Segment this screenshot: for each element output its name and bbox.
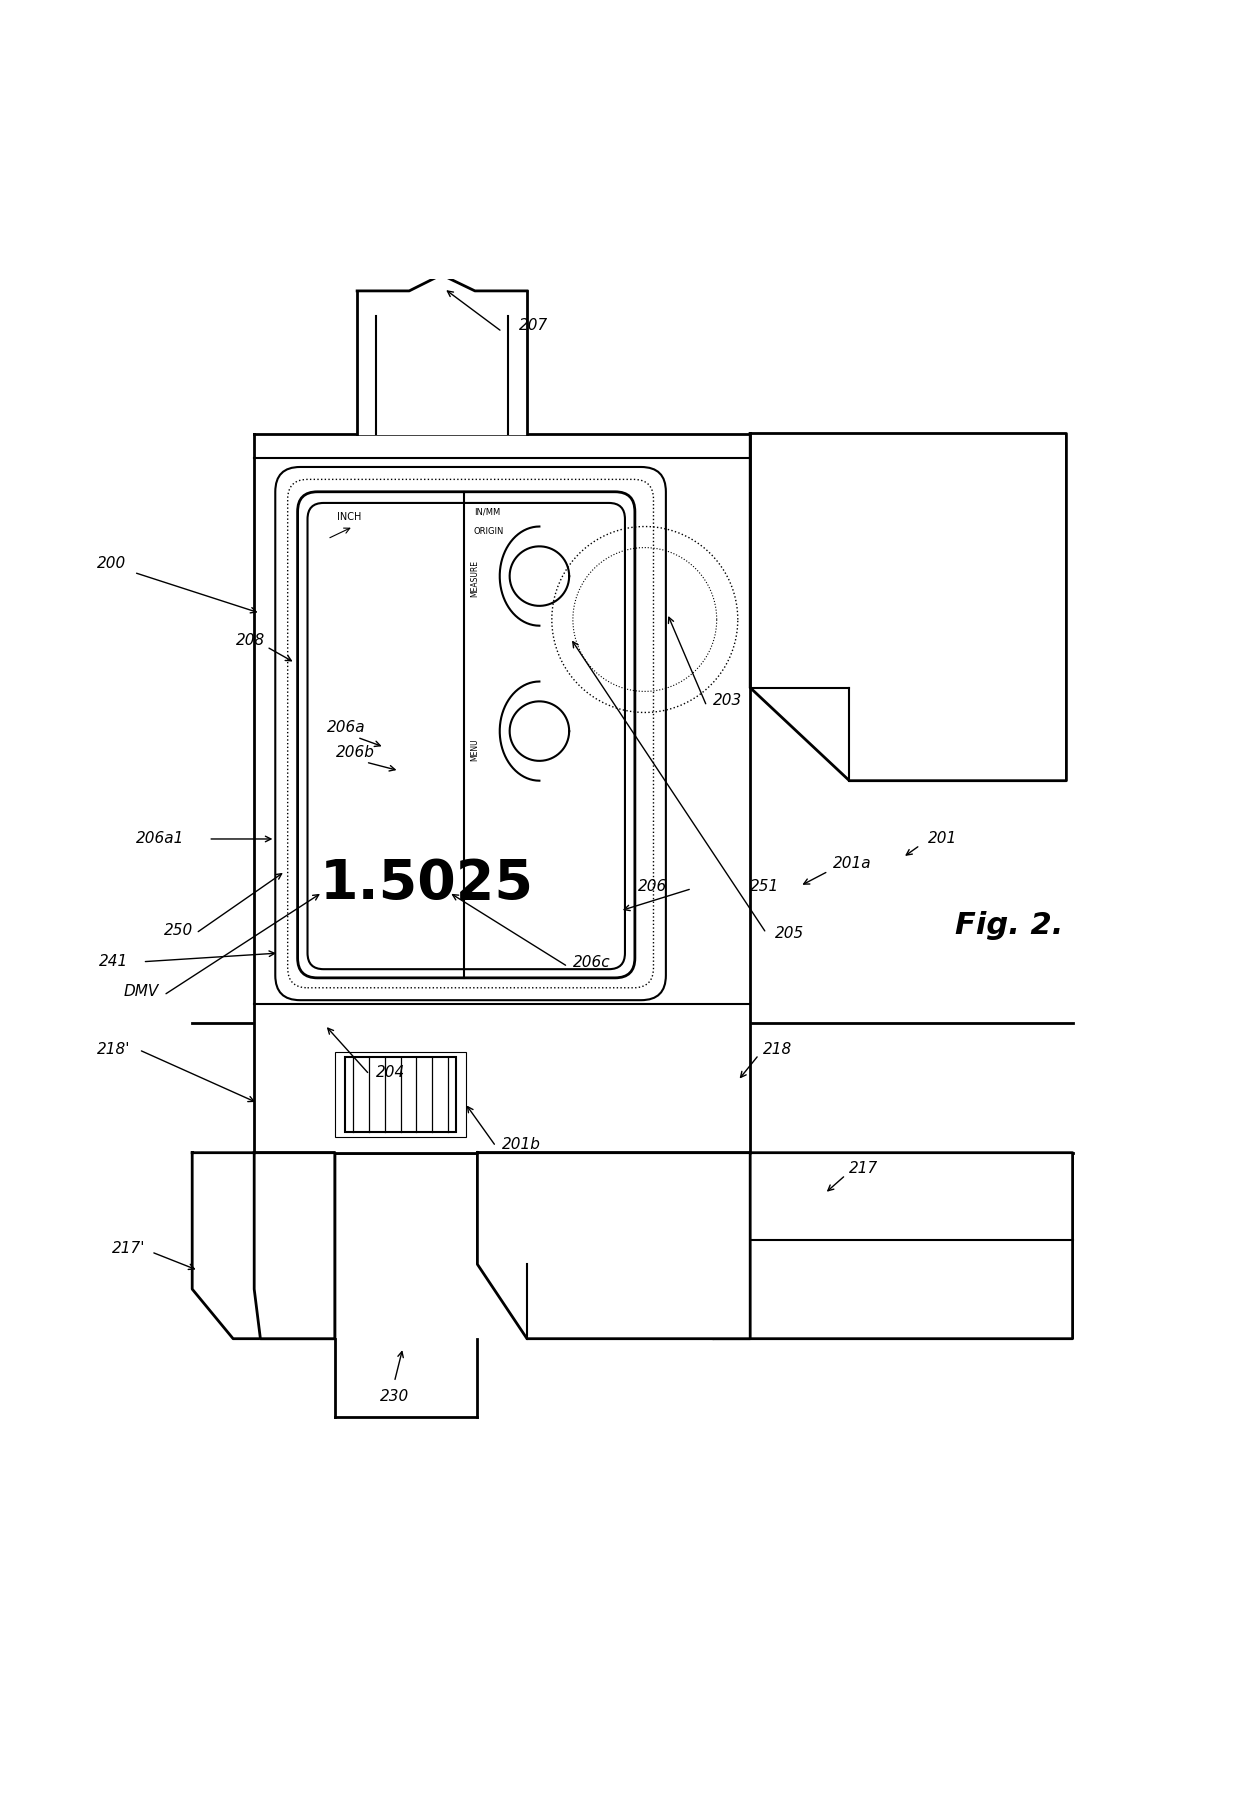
Text: ORIGIN: ORIGIN <box>474 528 503 537</box>
Bar <box>345 1057 456 1132</box>
Text: 201: 201 <box>928 832 957 846</box>
Text: 207: 207 <box>518 318 548 332</box>
Text: 251: 251 <box>750 879 780 893</box>
Polygon shape <box>477 1152 1073 1339</box>
Text: 241: 241 <box>99 954 129 969</box>
Text: 250: 250 <box>164 924 193 938</box>
Text: 201a: 201a <box>833 857 872 872</box>
Polygon shape <box>254 1152 335 1339</box>
Text: IN/MM: IN/MM <box>474 507 500 516</box>
Bar <box>335 1053 466 1136</box>
Text: 201b: 201b <box>502 1136 541 1152</box>
Text: 206a: 206a <box>327 721 366 735</box>
Text: 206b: 206b <box>336 744 374 760</box>
Text: 206a1: 206a1 <box>136 832 185 846</box>
Text: Fig. 2.: Fig. 2. <box>955 911 1063 940</box>
Polygon shape <box>357 291 527 433</box>
Polygon shape <box>750 433 1066 780</box>
Text: 204: 204 <box>376 1064 405 1080</box>
Text: 205: 205 <box>775 925 805 940</box>
Polygon shape <box>254 433 750 1152</box>
Text: 217': 217' <box>112 1240 145 1256</box>
Text: 1.5025: 1.5025 <box>320 857 534 911</box>
Text: 203: 203 <box>713 692 743 708</box>
Text: INCH: INCH <box>337 512 362 521</box>
Text: 200: 200 <box>97 557 126 571</box>
Text: 206c: 206c <box>573 956 610 970</box>
Text: 206: 206 <box>637 879 667 893</box>
Text: MENU: MENU <box>470 739 479 760</box>
Text: 230: 230 <box>379 1389 409 1405</box>
Text: 217: 217 <box>849 1161 879 1177</box>
Polygon shape <box>477 1152 750 1339</box>
Text: 218': 218' <box>97 1042 130 1057</box>
Text: 208: 208 <box>236 633 265 649</box>
Text: DMV: DMV <box>124 985 159 999</box>
Polygon shape <box>192 1152 335 1339</box>
Text: MEASURE: MEASURE <box>470 561 479 597</box>
Text: 218: 218 <box>763 1042 792 1057</box>
